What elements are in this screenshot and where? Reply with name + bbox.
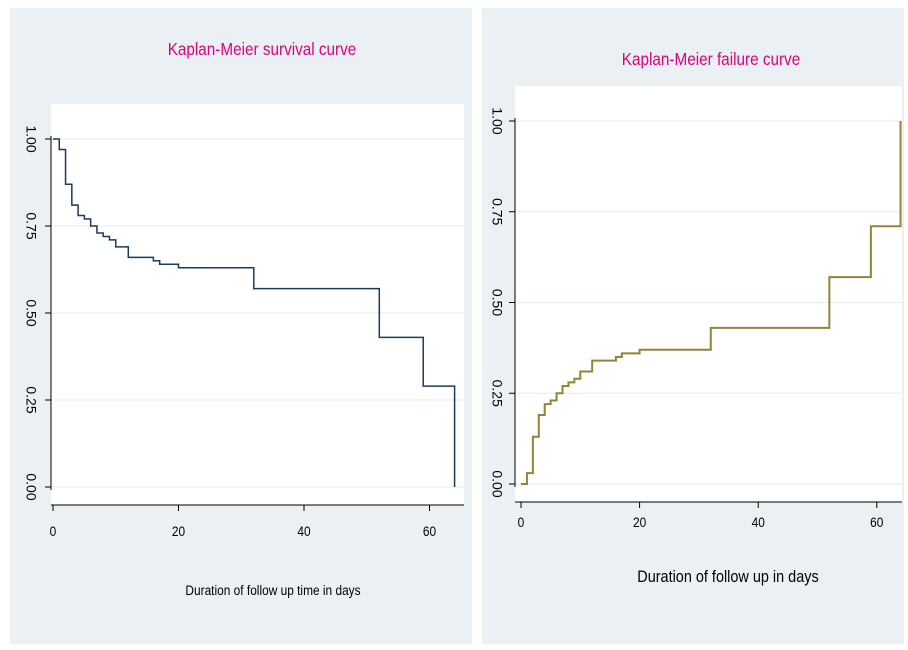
x-tick-label: 60 — [423, 523, 436, 539]
x-axis-label: Duration of follow up in days — [637, 568, 819, 586]
y-tick-label: 0.50 — [23, 299, 39, 326]
y-tick-label: 0.75 — [489, 198, 505, 225]
x-tick-label: 40 — [297, 523, 310, 539]
y-tick-label: 0.25 — [23, 386, 39, 413]
y-tick-label: 1.00 — [23, 125, 39, 152]
survival-chart-panel: Kaplan-Meier survival curve 0.00 0.25 0.50 0… — [10, 8, 472, 644]
x-tick-label: 0 — [50, 523, 57, 539]
y-tick-label: 0.00 — [489, 470, 505, 497]
chart-title: Kaplan-Meier survival curve — [168, 39, 357, 59]
y-tick-label: 0.50 — [489, 289, 505, 316]
failure-chart: Kaplan-Meier failure curve 0.00 0.25 0.50 0.… — [489, 49, 902, 586]
failure-chart-panel: Kaplan-Meier failure curve 0.00 0.25 0.50 0.… — [482, 8, 904, 644]
x-tick-label: 60 — [870, 514, 883, 530]
plot-area — [51, 104, 464, 505]
x-tick-label: 20 — [172, 523, 185, 539]
x-tick-label: 0 — [518, 514, 525, 530]
survival-chart: Kaplan-Meier survival curve 0.00 0.25 0.50 0… — [23, 39, 464, 598]
series-line — [521, 121, 902, 485]
x-tick-label: 40 — [752, 514, 765, 530]
y-tick-label: 0.25 — [489, 380, 505, 407]
x-axis-label: Duration of follow up time in days — [185, 582, 361, 598]
x-tick-label: 20 — [633, 514, 646, 530]
y-tick-label: 1.00 — [489, 107, 505, 134]
plot-area — [515, 86, 902, 502]
y-tick-label: 0.75 — [23, 212, 39, 239]
chart-title: Kaplan-Meier failure curve — [622, 49, 800, 69]
y-tick-label: 0.00 — [23, 473, 39, 500]
series-line — [53, 138, 456, 487]
